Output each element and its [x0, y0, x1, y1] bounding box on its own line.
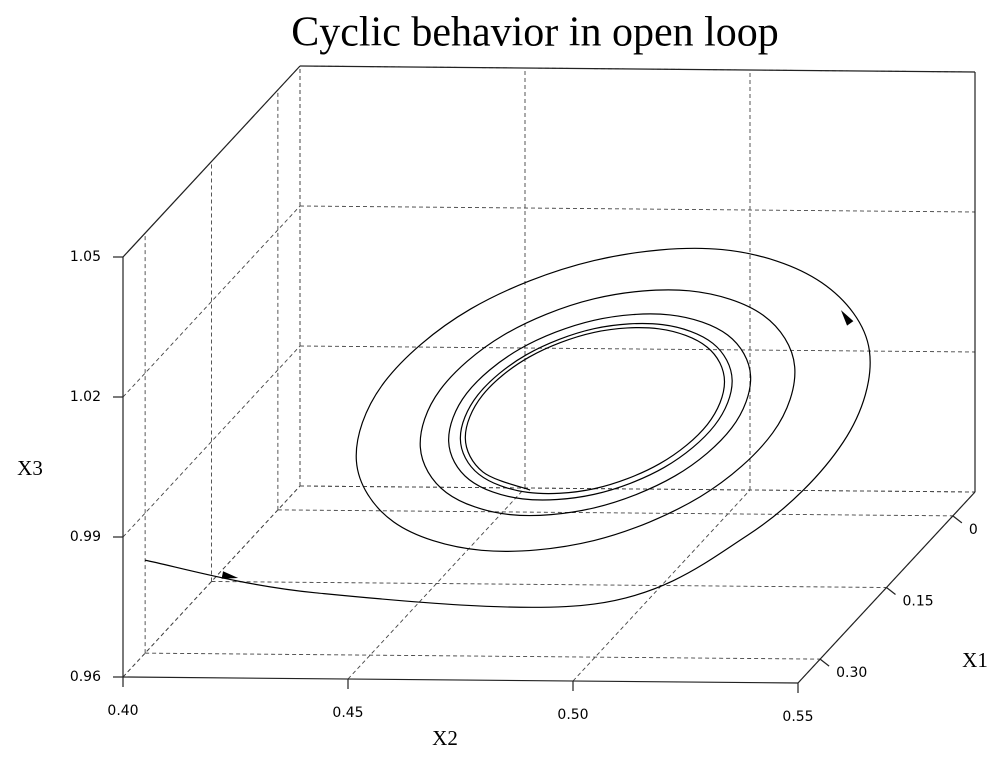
box-edge	[122, 676, 799, 684]
x1-tick-label: 0.15	[903, 594, 934, 610]
x2-tick-label: 0.50	[557, 707, 588, 723]
grid-line	[347, 487, 526, 680]
direction-arrow	[221, 571, 239, 579]
tick-mark	[952, 515, 963, 524]
chart-title: Cyclic behavior in open loop	[291, 10, 779, 56]
grid-line	[299, 205, 976, 213]
grid-line	[277, 509, 953, 517]
grid-line	[122, 485, 301, 678]
x2-tick-label: 0.40	[107, 703, 138, 719]
direction-arrow	[840, 310, 854, 326]
box-edge	[122, 65, 301, 258]
x2-axis-label: X2	[432, 726, 458, 750]
x1-tick-label: 0	[969, 522, 978, 538]
grid-line	[299, 345, 976, 353]
trajectory	[145, 247, 871, 608]
x3-axis-label: X3	[17, 456, 43, 480]
grid-line	[122, 345, 301, 538]
x3-tick-label: 1.05	[70, 249, 101, 265]
box-edge	[299, 65, 976, 73]
x3-tick-label: 0.99	[70, 529, 101, 545]
grid-line	[122, 205, 301, 398]
box-edge	[299, 485, 976, 493]
x1-tick-label: 0.30	[836, 665, 867, 681]
x1-axis-label: X1	[962, 648, 988, 672]
grid-line	[145, 652, 821, 660]
x2-tick-label: 0.45	[332, 705, 363, 721]
x3-tick-label: 0.96	[70, 669, 101, 685]
x2-tick-label: 0.55	[782, 709, 813, 725]
x3-tick-label: 1.02	[70, 389, 101, 405]
tick-mark	[819, 658, 830, 667]
grid-line	[211, 581, 887, 588]
tick-mark	[886, 587, 896, 595]
grid-line	[572, 489, 751, 682]
